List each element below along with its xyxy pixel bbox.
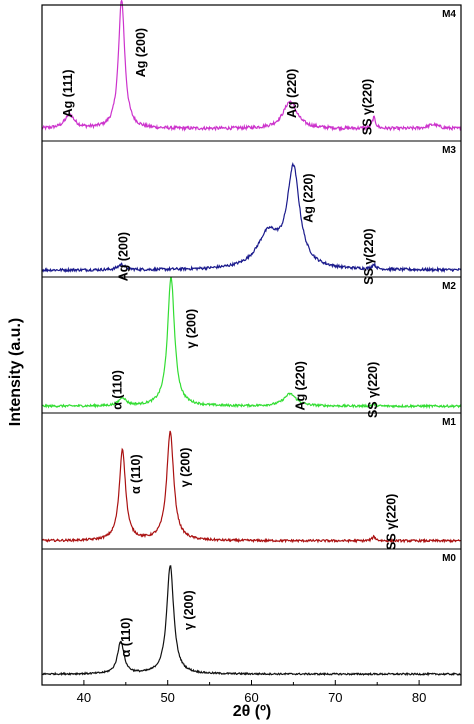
x-tick-label: 70 [328, 690, 342, 705]
peak-annotation: α (110) [119, 618, 133, 658]
peak-annotation: α (110) [111, 370, 125, 410]
pattern-line-m4 [41, 0, 462, 132]
plot-border [41, 4, 462, 686]
peak-annotation: Ag (200) [134, 28, 148, 77]
peak-annotation: γ (200) [184, 309, 198, 349]
peak-annotation: α (110) [129, 454, 143, 494]
x-axis-title: 2θ (º) [233, 703, 272, 720]
peak-annotation: Ag (220) [293, 361, 307, 410]
pattern-line-m2 [41, 276, 462, 410]
peak-annotation: SS γ(220) [385, 494, 399, 550]
panels-group: M4 Ag (111) Ag (200) Ag (220) SS γ(220) M3 Ag … [41, 0, 462, 677]
panel-m2: M2 α (110) γ (200) Ag (220) SS γ(220) [41, 276, 462, 418]
peak-annotation: SS γ(220) [360, 79, 374, 135]
peak-annotation: Ag (200) [117, 232, 131, 281]
peak-annotation: γ (200) [182, 590, 196, 630]
sample-label: M4 [442, 9, 456, 20]
sample-label: M3 [442, 145, 456, 156]
panel-m3: M3 Ag (200) Ag (220) SS γ(220) [41, 145, 462, 285]
x-tick-label: 40 [77, 690, 91, 705]
peak-annotation: SS γ(220) [362, 228, 376, 284]
y-axis-title: Intensity (a.u.) [7, 318, 24, 426]
axes-frame: 40 50 60 70 80 [41, 4, 462, 705]
x-tick-label: 80 [412, 690, 426, 705]
peak-annotation: Ag (111) [61, 69, 75, 117]
peak-annotation: Ag (220) [302, 173, 316, 222]
peak-annotation: SS γ(220) [366, 362, 380, 418]
x-tick-label: 60 [244, 690, 258, 705]
sample-label: M1 [442, 417, 456, 428]
pattern-line-m1 [41, 430, 462, 544]
sample-label: M2 [442, 281, 456, 292]
panel-m0: M0 α (110) γ (200) [41, 553, 462, 677]
pattern-line-m0 [41, 565, 462, 677]
sample-label: M0 [442, 553, 456, 564]
peak-annotation: Ag (220) [285, 69, 299, 118]
panel-m4: M4 Ag (111) Ag (200) Ag (220) SS γ(220) [41, 0, 462, 135]
peak-annotation: γ (200) [179, 448, 193, 488]
pattern-line-m3 [41, 162, 462, 274]
x-tick-label: 50 [160, 690, 174, 705]
panel-m1: M1 α (110) γ (200) SS γ(220) [41, 417, 462, 550]
